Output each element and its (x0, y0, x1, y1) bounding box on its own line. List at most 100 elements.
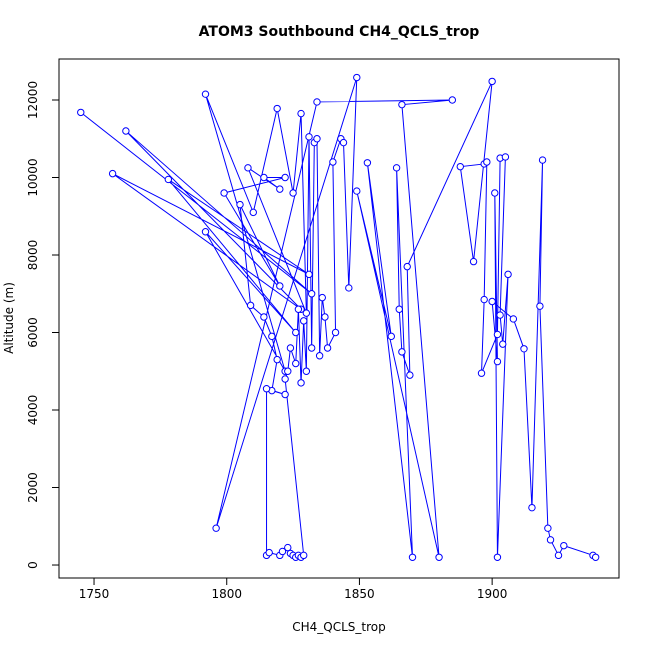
x-tick-label: 1850 (344, 587, 375, 601)
data-point (406, 371, 414, 379)
data-point (392, 164, 401, 172)
data-point (331, 328, 340, 337)
data-point (339, 138, 348, 147)
data-point (212, 524, 220, 532)
data-point (249, 208, 257, 217)
data-point (281, 375, 289, 383)
data-point (302, 309, 311, 317)
data-point (297, 379, 305, 387)
x-tick-label: 1900 (477, 587, 508, 601)
data-point (546, 536, 555, 544)
data-point (408, 553, 417, 561)
y-tick-label: 6000 (26, 317, 40, 348)
data-point (353, 73, 361, 82)
data-point (313, 135, 321, 143)
data-point (554, 551, 563, 560)
data-point (201, 228, 210, 236)
data-point (469, 257, 478, 266)
data-point (273, 355, 281, 364)
data-point (302, 367, 311, 375)
data-point (496, 311, 504, 319)
data-point (491, 189, 499, 197)
data-point (488, 77, 496, 86)
data-point (201, 90, 210, 98)
data-point (220, 189, 228, 197)
data-point (477, 369, 486, 377)
data-point (273, 104, 281, 113)
data-point (292, 328, 300, 337)
data-point (246, 301, 255, 310)
data-point (480, 295, 488, 304)
data-point (488, 297, 496, 306)
data-point (318, 293, 326, 302)
data-point (289, 189, 297, 197)
data-point (313, 98, 321, 106)
data-point (108, 169, 117, 178)
data-point (278, 547, 287, 556)
data-point (164, 175, 173, 184)
x-tick-label: 1800 (211, 587, 242, 601)
data-point (591, 553, 600, 561)
data-point (286, 344, 295, 352)
data-point (493, 330, 502, 339)
data-point (448, 96, 457, 104)
x-tick-label: 1750 (79, 587, 110, 601)
data-point (307, 290, 316, 298)
y-tick-label: 8000 (26, 240, 40, 271)
data-point (284, 367, 292, 375)
data-point (122, 127, 130, 135)
data-point (499, 340, 507, 348)
data-point (363, 159, 372, 167)
data-point (281, 390, 289, 399)
y-tick-label: 12000 (26, 81, 40, 119)
y-tick-label: 10000 (26, 158, 40, 196)
y-tick-label: 4000 (26, 395, 40, 426)
data-point (265, 548, 273, 557)
data-point (353, 187, 361, 195)
y-axis-label: Altitude (m) (2, 282, 16, 354)
data-point (456, 162, 464, 171)
x-axis-label: CH4_QCLS_trop (292, 620, 386, 634)
data-point (276, 282, 284, 290)
data-point (262, 384, 271, 393)
data-point (395, 305, 403, 313)
data-point (538, 156, 547, 164)
chart-title: ATOM3 Southbound CH4_QCLS_trop (199, 24, 480, 40)
data-point (244, 164, 252, 172)
data-point (403, 262, 411, 271)
data-point (297, 109, 305, 118)
data-point (276, 185, 284, 193)
data-point (294, 305, 303, 313)
data-point (260, 313, 268, 321)
data-point (323, 344, 332, 352)
data-point (284, 543, 292, 552)
y-tick-label: 2000 (26, 472, 40, 503)
data-point (493, 553, 502, 561)
data-point (398, 348, 406, 356)
data-point (315, 352, 324, 360)
data-point (329, 158, 337, 166)
data-point (544, 524, 552, 532)
data-point (321, 313, 329, 321)
data-point (536, 302, 544, 310)
plot-frame (58, 58, 620, 579)
data-point (504, 270, 512, 279)
data-point (398, 100, 406, 109)
y-tick-label: 0 (26, 561, 40, 569)
data-point (77, 108, 85, 117)
data-point (292, 359, 300, 368)
data-point (520, 345, 528, 353)
data-point (236, 200, 244, 209)
data-point (307, 344, 316, 352)
data-point (300, 317, 308, 325)
data-point (345, 284, 353, 292)
data-point (281, 173, 289, 182)
data-point (387, 332, 395, 341)
data-point (509, 315, 518, 323)
data-point (300, 551, 308, 560)
data-point (493, 357, 502, 366)
data-point (268, 332, 276, 341)
